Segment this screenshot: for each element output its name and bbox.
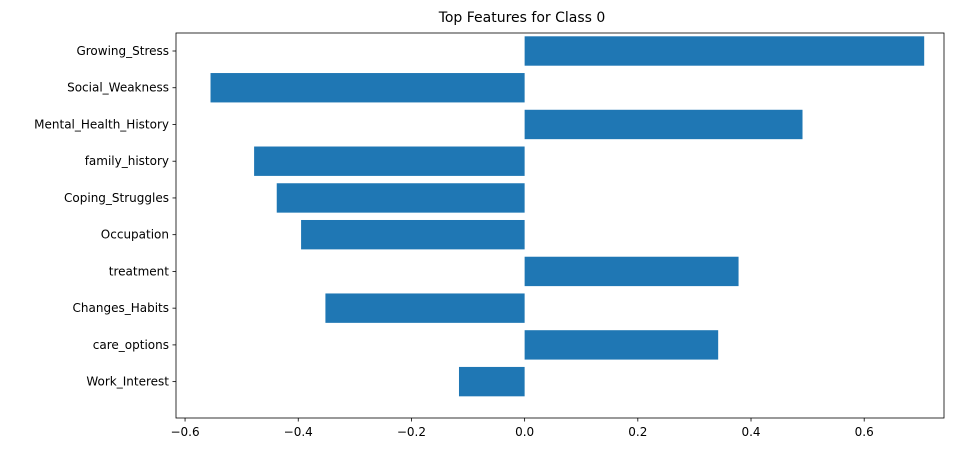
x-axis: −0.6 −0.4 −0.2 0.0 0.2 0.4 0.6 (170, 418, 874, 439)
y-tick-label: Occupation (101, 228, 169, 242)
y-tick-label: Coping_Struggles (64, 191, 169, 205)
x-tick-label: 0.2 (628, 425, 647, 439)
bar-Mental_Health_History (524, 109, 803, 140)
y-tick-label: Social_Weakness (67, 81, 169, 95)
y-tick-label: Changes_Habits (73, 301, 169, 315)
bar-treatment (524, 256, 739, 287)
x-tick-label: 0.4 (741, 425, 760, 439)
bar-Occupation (301, 219, 525, 250)
x-tick-label: −0.6 (170, 425, 199, 439)
bar-Work_Interest (458, 366, 525, 397)
y-axis: Growing_Stress Social_Weakness Mental_Heal… (34, 44, 176, 389)
chart-title: Top Features for Class 0 (438, 10, 606, 26)
x-tick-label: 0.0 (515, 425, 534, 439)
y-tick-label: Mental_Health_History (34, 117, 169, 131)
bar-Social_Weakness (210, 73, 525, 103)
y-tick-label: Work_Interest (86, 375, 169, 389)
x-tick-label: −0.2 (397, 425, 426, 439)
bar-Coping_Struggles (276, 183, 525, 213)
x-tick-label: −0.4 (284, 425, 313, 439)
plot-frame (175, 32, 945, 419)
y-tick-label: Growing_Stress (76, 44, 169, 58)
x-tick-label: 0.6 (855, 425, 874, 439)
bar-family_history (254, 146, 525, 176)
y-tick-label: treatment (109, 264, 169, 278)
y-tick-label: care_options (93, 338, 169, 352)
bars-group (210, 36, 925, 397)
bar-Growing_Stress (524, 36, 925, 66)
bar-Changes_Habits (325, 293, 525, 323)
bar-care_options (524, 330, 719, 360)
y-tick-label: family_history (85, 154, 169, 168)
